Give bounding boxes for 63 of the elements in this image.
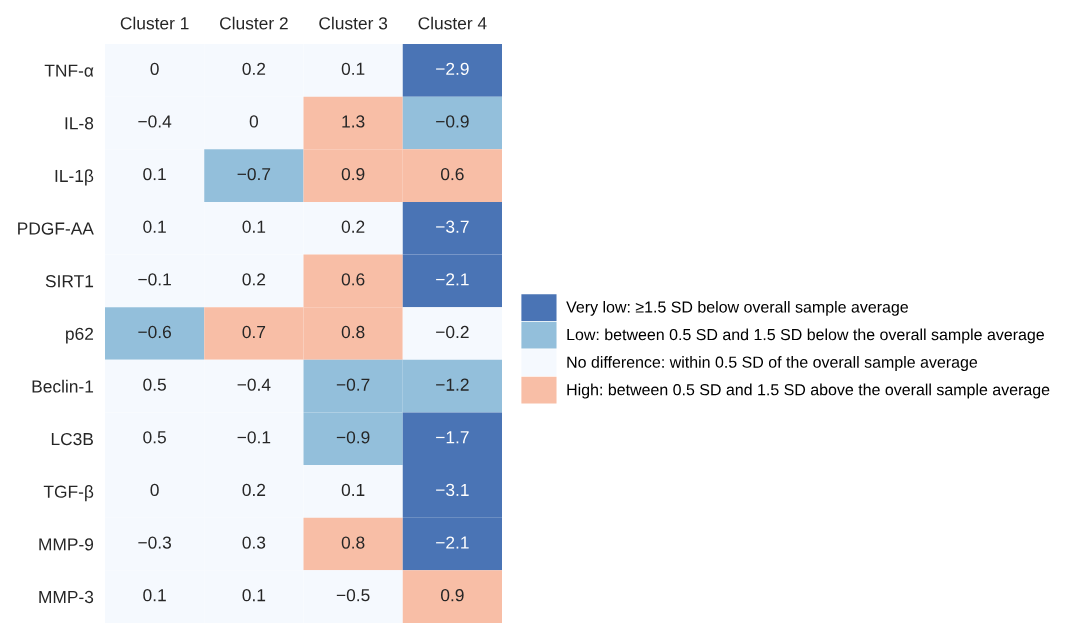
data-label: 0.9 bbox=[440, 589, 464, 602]
data-label: −0.1 bbox=[138, 273, 171, 286]
y-tick-label: p62 bbox=[66, 327, 94, 344]
data-label: −3.7 bbox=[436, 220, 469, 233]
data-label: 0.6 bbox=[341, 273, 365, 286]
data-label: −0.9 bbox=[336, 431, 370, 444]
y-tick-label: PDGF-AA bbox=[18, 222, 94, 235]
data-label: 0.1 bbox=[143, 220, 166, 233]
data-label: 0 bbox=[150, 483, 159, 497]
data-label: 0.1 bbox=[341, 483, 365, 497]
data-label: −0.4 bbox=[237, 378, 271, 391]
data-label: −0.7 bbox=[237, 167, 271, 181]
y-tick-label: TGF-β bbox=[43, 485, 94, 502]
legend-label: No difference: within 0.5 SD of the overall sample average bbox=[567, 356, 978, 371]
data-label: −2.1 bbox=[436, 273, 469, 286]
data-label: 0.3 bbox=[242, 536, 266, 549]
x-tick-label: Cluster 1 bbox=[120, 16, 189, 30]
data-label: 0.2 bbox=[242, 273, 266, 286]
data-label: 1.3 bbox=[342, 115, 365, 128]
data-label: 0.5 bbox=[143, 431, 166, 444]
data-label: −1.7 bbox=[436, 431, 469, 444]
y-tick-label: Beclin-1 bbox=[32, 379, 94, 393]
data-label: −0.7 bbox=[336, 378, 370, 391]
data-label: −0.2 bbox=[436, 325, 469, 339]
data-label: −2.9 bbox=[436, 62, 469, 75]
data-label: −2.1 bbox=[436, 536, 469, 549]
y-tick-label: SIRT1 bbox=[45, 275, 94, 288]
data-label: −0.4 bbox=[138, 115, 172, 128]
data-label: 0.1 bbox=[242, 220, 266, 233]
x-tick-label: Cluster 3 bbox=[319, 16, 388, 30]
x-tick-label: Cluster 2 bbox=[220, 16, 288, 30]
y-tick-label: IL-1β bbox=[55, 169, 94, 186]
x-tick-label: Cluster 4 bbox=[418, 16, 487, 30]
data-label: 0.1 bbox=[143, 167, 166, 181]
legend-label: Low: between 0.5 SD and 1.5 SD below the overall sample average bbox=[567, 328, 1044, 344]
data-label: 0.2 bbox=[242, 483, 266, 497]
data-label: 0.1 bbox=[143, 589, 166, 602]
data-label: −0.9 bbox=[436, 115, 469, 128]
y-tick-label: MMP-3 bbox=[39, 590, 94, 604]
data-label: 0.6 bbox=[440, 167, 464, 181]
data-label: 0 bbox=[150, 62, 159, 75]
data-label: −0.1 bbox=[237, 431, 271, 444]
data-label: −1.2 bbox=[436, 378, 469, 391]
data-label: 0.2 bbox=[341, 220, 365, 233]
data-label: 0.7 bbox=[242, 325, 266, 339]
y-tick-label: LC3B bbox=[51, 432, 93, 446]
data-label: −0.5 bbox=[336, 589, 370, 602]
data-label: 0 bbox=[249, 115, 259, 128]
data-label: −0.3 bbox=[138, 536, 171, 549]
y-tick-label: MMP-9 bbox=[39, 538, 94, 551]
legend-label: High: between 0.5 SD and 1.5 SD above the overall sample average bbox=[567, 383, 1050, 399]
data-label: 0.8 bbox=[341, 536, 365, 549]
data-label: 0.1 bbox=[341, 62, 365, 75]
y-tick-label: TNF-α bbox=[44, 64, 94, 77]
data-label: −3.1 bbox=[436, 483, 469, 497]
data-label: 0.1 bbox=[242, 589, 266, 602]
data-label: 0.5 bbox=[143, 378, 166, 391]
data-label: −0.6 bbox=[138, 325, 171, 339]
data-label: 0.9 bbox=[341, 167, 365, 181]
legend-label: Very low: ≥1.5 SD below overall sample average bbox=[566, 300, 908, 316]
y-tick-label: IL-8 bbox=[65, 117, 94, 130]
data-label: 0.8 bbox=[341, 325, 365, 339]
data-label: 0.2 bbox=[242, 62, 266, 75]
